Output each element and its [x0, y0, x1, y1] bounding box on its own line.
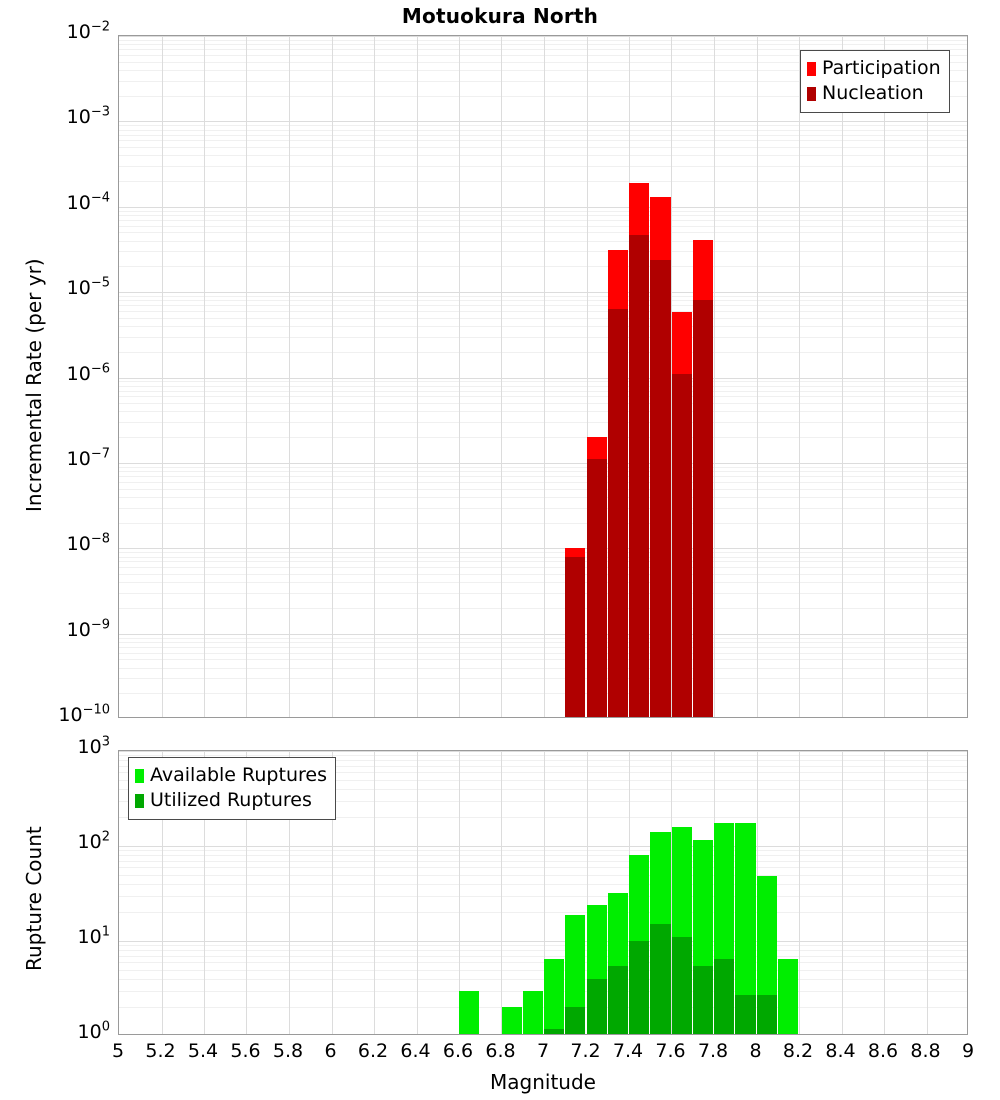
x-tick-label: 6.2 — [357, 1040, 389, 1062]
bar-nucleation-7.3 — [607, 308, 628, 717]
x-axis-title: Magnitude — [490, 1070, 596, 1094]
bottom-bars — [119, 751, 967, 1034]
bar-utilized-7.5 — [650, 924, 671, 1034]
bar-utilized-7.7 — [692, 965, 714, 1034]
x-tick-label: 6 — [324, 1040, 337, 1062]
legend-label: Participation — [822, 57, 941, 79]
y-tick-label: 10−10 — [58, 702, 110, 726]
bar-nucleation-7.5 — [650, 259, 671, 717]
y-tick-label: 10−2 — [66, 19, 110, 43]
legend-swatch-icon — [807, 61, 816, 76]
x-tick-label: 7 — [536, 1040, 550, 1062]
x-tick-label: 6.8 — [485, 1040, 516, 1062]
y-tick-label: 100 — [77, 1019, 110, 1043]
legend-label: Available Ruptures — [150, 764, 327, 786]
legend-label: Nucleation — [822, 82, 924, 104]
bottom-legend-item: Available Ruptures — [135, 763, 327, 788]
top-legend: Participation Nucleation — [800, 50, 950, 113]
bar-available-7.9 — [735, 822, 756, 1034]
x-tick-label: 5.2 — [145, 1040, 176, 1062]
bottom-legend-item: Utilized Ruptures — [135, 788, 327, 813]
bar-nucleation-7.6 — [671, 374, 692, 717]
y-tick-label: 10−6 — [66, 361, 110, 385]
x-tick-label: 9 — [961, 1040, 975, 1062]
bar-utilized-7.8 — [714, 958, 735, 1034]
x-tick-label: 8.8 — [910, 1040, 941, 1062]
bar-nucleation-7.1 — [565, 556, 586, 717]
y-tick-label: 10−8 — [66, 531, 110, 556]
x-tick-label: 5.4 — [187, 1040, 219, 1062]
x-tick-label: 5.6 — [230, 1040, 261, 1062]
y-tick-label: 10−5 — [66, 275, 110, 300]
y-tick-label: 10−4 — [66, 190, 110, 214]
x-tick-label: 7.4 — [612, 1040, 644, 1062]
y-tick-label: 10−3 — [66, 105, 110, 129]
x-tick-label: 8.4 — [825, 1040, 856, 1062]
top-bars — [119, 36, 967, 717]
y-tick-label: 10−9 — [66, 617, 110, 641]
x-tick-label: 5 — [111, 1040, 125, 1062]
x-tick-label: 7.6 — [655, 1040, 686, 1062]
bottom-legend: Available Ruptures Utilized Ruptures — [128, 757, 336, 820]
legend-swatch-icon — [135, 793, 144, 808]
top-legend-item: Participation — [807, 56, 941, 81]
x-tick-label: 8.6 — [867, 1040, 899, 1062]
top-legend-item: Nucleation — [807, 81, 941, 106]
incremental-rate-plot — [118, 35, 968, 718]
x-tick-label: 7.8 — [697, 1040, 729, 1062]
bar-utilized-7.3 — [607, 965, 628, 1034]
x-tick-label: 5.8 — [272, 1040, 304, 1062]
bar-utilized-8 — [756, 995, 777, 1034]
bar-nucleation-7.2 — [586, 459, 607, 717]
bar-utilized-7.4 — [629, 941, 650, 1034]
page-title: Motuokura North — [401, 4, 599, 28]
legend-swatch-icon — [807, 86, 816, 101]
bar-available-7 — [544, 958, 565, 1034]
legend-label: Utilized Ruptures — [150, 789, 312, 811]
bar-nucleation-7.7 — [692, 300, 714, 717]
bar-available-6.6 — [459, 990, 480, 1034]
x-tick-label: 7.2 — [570, 1040, 601, 1062]
rupture-count-plot — [118, 750, 968, 1035]
x-tick-label: 6.4 — [400, 1040, 431, 1062]
bar-available-7.1 — [565, 914, 586, 1034]
bar-utilized-7 — [544, 1028, 565, 1034]
y-tick-label: 102 — [77, 829, 110, 853]
bar-utilized-7.6 — [671, 937, 692, 1034]
bar-available-8 — [756, 876, 777, 1034]
x-tick-label: 8.2 — [782, 1040, 814, 1062]
y-tick-label: 10−7 — [66, 446, 110, 470]
bar-available-6.8 — [501, 1007, 522, 1034]
bar-available-8.1 — [777, 958, 798, 1034]
bar-utilized-7.2 — [586, 978, 607, 1034]
bar-utilized-7.9 — [735, 995, 756, 1034]
bar-utilized-7.1 — [565, 1007, 586, 1034]
y-tick-label: 103 — [77, 734, 110, 758]
x-tick-label: 6.6 — [442, 1040, 474, 1062]
x-tick-label: 8 — [749, 1040, 762, 1062]
y-tick-label: 101 — [77, 924, 110, 948]
legend-swatch-icon — [135, 768, 144, 783]
bar-nucleation-7.4 — [629, 234, 650, 717]
bar-available-6.9 — [522, 990, 544, 1034]
